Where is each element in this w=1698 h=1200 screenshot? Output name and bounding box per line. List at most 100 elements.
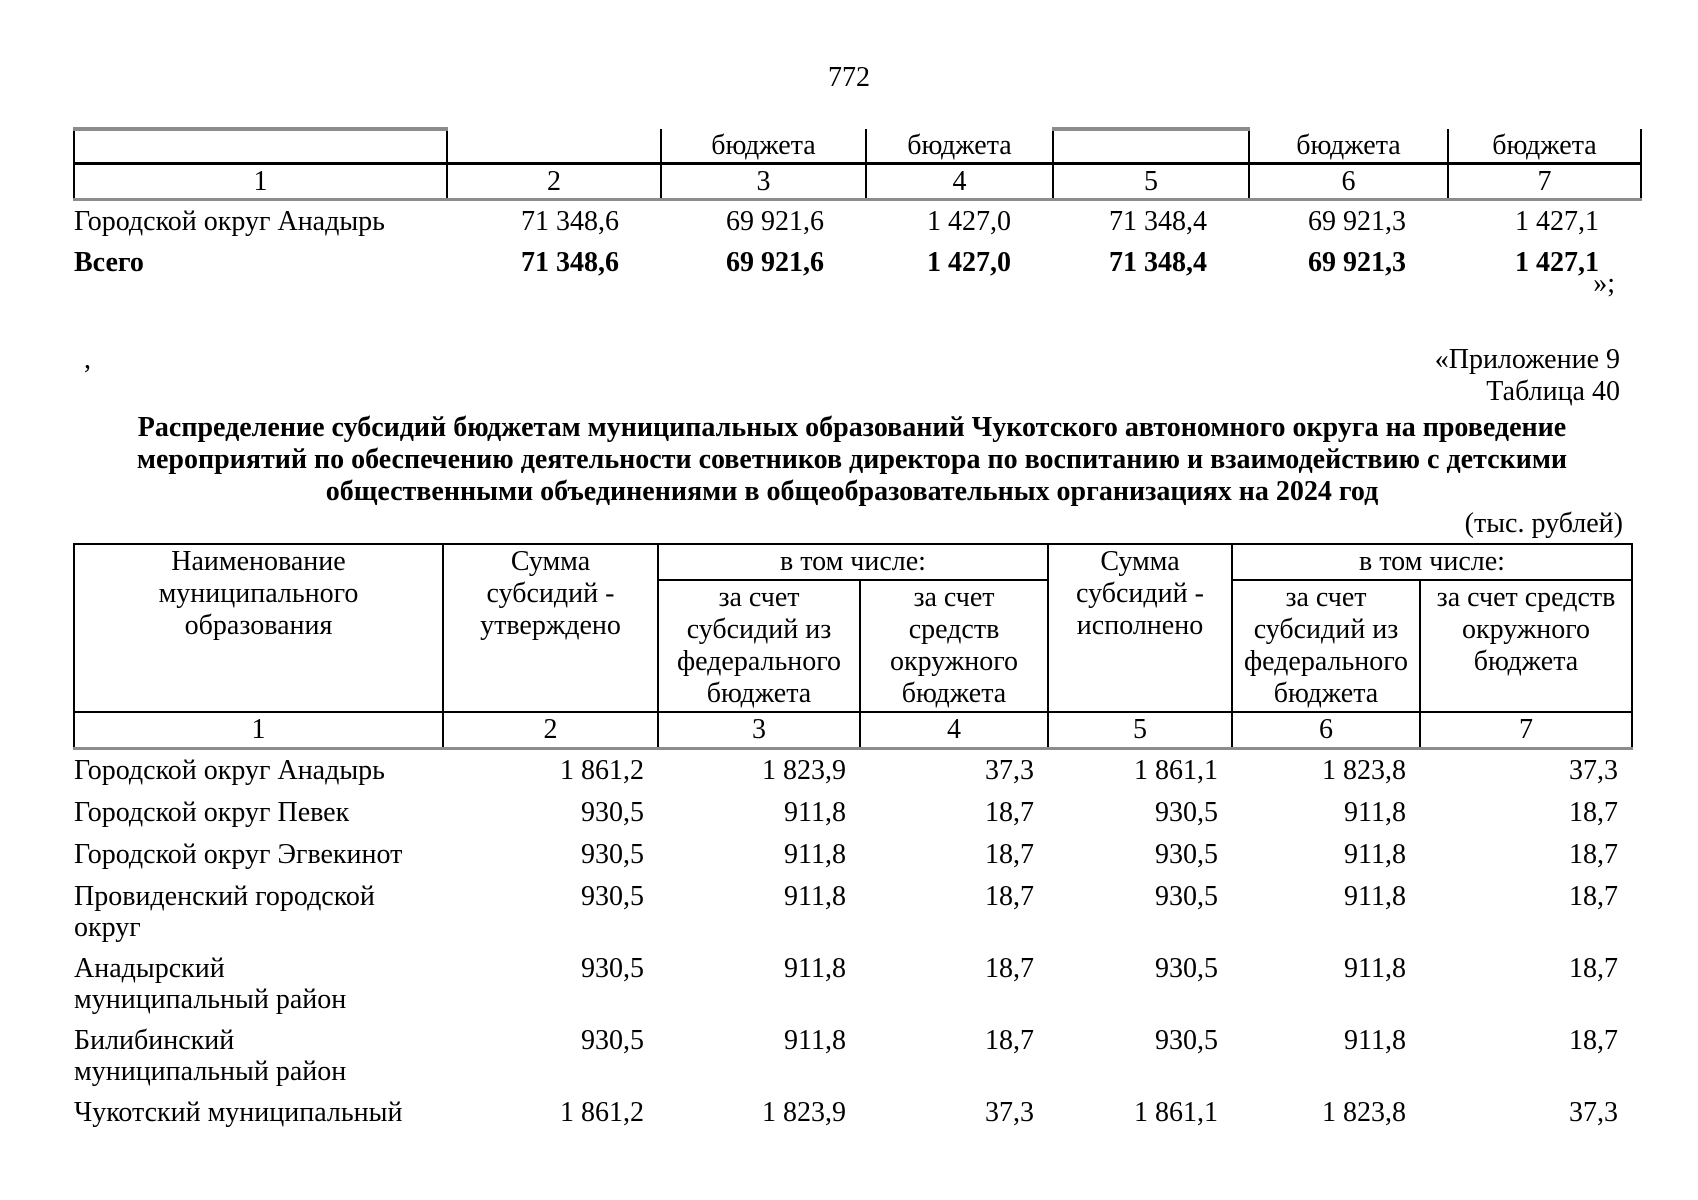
row-name: Городской округ Анадырь (74, 755, 385, 786)
cell-value: 1 861,1 (1134, 1097, 1218, 1128)
top-header-cell-2 (446, 129, 662, 165)
cell-value: 930,5 (581, 953, 644, 984)
header-including-group-2: в том числе: (1231, 543, 1633, 581)
header-municipality: Наименование муниципального образования (73, 543, 444, 713)
column-number: 5 (1052, 163, 1250, 201)
cell-value: 930,5 (581, 881, 644, 912)
cell-value: 37,3 (985, 1097, 1034, 1128)
cell-value: 930,5 (1155, 881, 1218, 912)
cell-value: 18,7 (985, 881, 1034, 912)
cell-value: 18,7 (985, 1025, 1034, 1056)
cell-value: 18,7 (985, 953, 1034, 984)
column-number: 5 (1047, 711, 1233, 750)
page-number: 772 (828, 62, 870, 93)
cell-value: 71 348,4 (1109, 247, 1207, 278)
row-name: Провиденский городской округ (74, 881, 375, 943)
top-header-cell-5 (1052, 127, 1250, 165)
top-table-column-number-row: 1 2 3 4 5 6 7 (73, 163, 1642, 201)
row-name: Билибинский муниципальный район (74, 1025, 347, 1087)
cell-value: 37,3 (985, 755, 1034, 786)
cell-value: 18,7 (1569, 797, 1618, 828)
header-federal-subsidy-approved: за счет субсидий из федерального бюджета (657, 579, 861, 713)
top-continuation-table: бюджета бюджета бюджета бюджета 1 2 3 4 … (73, 127, 1642, 283)
cell-value: 911,8 (1344, 953, 1406, 984)
main-column-number-row: 1 2 3 4 5 6 7 (73, 711, 1633, 750)
cell-value: 930,5 (581, 1025, 644, 1056)
cell-value: 911,8 (1344, 839, 1406, 870)
cell-value: 1 427,1 (1515, 247, 1599, 278)
cell-value: 930,5 (1155, 953, 1218, 984)
cell-value: 18,7 (985, 797, 1034, 828)
cell-value: 930,5 (1155, 797, 1218, 828)
cell-value: 69 921,3 (1308, 206, 1406, 237)
subsidy-distribution-table: Наименование муниципального образования … (73, 543, 1633, 1134)
cell-value: 18,7 (1569, 839, 1618, 870)
cell-value: 911,8 (784, 839, 846, 870)
top-header-cell-1 (73, 127, 448, 165)
row-name: Городской округ Певек (74, 797, 350, 828)
cell-value: 930,5 (1155, 839, 1218, 870)
cell-value: 1 861,2 (560, 1097, 644, 1128)
cell-value: 1 823,9 (762, 1097, 846, 1128)
row-name: Городской округ Анадырь (74, 206, 385, 237)
row-name: Анадырский муниципальный район (74, 953, 347, 1015)
cell-value: 69 921,6 (726, 206, 824, 237)
cell-value: 1 427,0 (927, 206, 1011, 237)
cell-value: 1 427,1 (1515, 206, 1599, 237)
table-row: Чукотский муниципальный 1 861,2 1 823,9 … (74, 1092, 1632, 1134)
cell-value: 1 823,8 (1322, 755, 1406, 786)
cell-value: 71 348,6 (521, 206, 619, 237)
cell-value: 18,7 (985, 839, 1034, 870)
column-number: 6 (1231, 711, 1421, 750)
table-row: Провиденский городской округ 930,5 911,8… (74, 876, 1632, 948)
cell-value: 37,3 (1569, 755, 1618, 786)
header-sum-executed: Сумма субсидий - исполнено (1047, 543, 1233, 713)
units-note: (тыс. рублей) (1464, 508, 1623, 539)
cell-value: 911,8 (784, 1025, 846, 1056)
column-number: 7 (1419, 711, 1633, 750)
top-header-cell-4: бюджета (865, 129, 1054, 165)
top-table-header-row: бюджета бюджета бюджета бюджета (73, 127, 1642, 165)
cell-value: 911,8 (784, 797, 846, 828)
cell-value: 911,8 (1344, 797, 1406, 828)
column-number: 2 (446, 163, 662, 201)
header-including-group-1: в том числе: (657, 543, 1049, 581)
closing-quote-mark: »; (1593, 268, 1615, 299)
header-district-funds-executed: за счет средств окружного бюджета (1419, 579, 1633, 713)
cell-value: 18,7 (1569, 1025, 1618, 1056)
column-number: 6 (1248, 163, 1449, 201)
cell-value: 37,3 (1569, 1097, 1618, 1128)
cell-value: 1 823,9 (762, 755, 846, 786)
cell-value: 911,8 (784, 881, 846, 912)
top-header-cell-6: бюджета (1248, 129, 1449, 165)
header-district-funds-approved: за счет средств окружного бюджета (859, 579, 1049, 713)
main-header-row-1: Наименование муниципального образования … (73, 543, 1633, 713)
top-header-cell-7: бюджета (1447, 129, 1642, 165)
cell-value: 930,5 (1155, 1025, 1218, 1056)
cell-value: 18,7 (1569, 953, 1618, 984)
cell-value: 930,5 (581, 797, 644, 828)
cell-value: 69 921,3 (1308, 247, 1406, 278)
cell-value: 911,8 (1344, 1025, 1406, 1056)
cell-value: 911,8 (784, 953, 846, 984)
top-header-cell-3: бюджета (660, 129, 867, 165)
column-number: 1 (73, 163, 448, 201)
table-row-total: Всего 71 348,6 69 921,6 1 427,0 71 348,4… (74, 242, 1641, 283)
table-row: Городской округ Эгвекинот 930,5 911,8 18… (74, 834, 1632, 876)
header-federal-subsidy-executed: за счет субсидий из федерального бюджета (1231, 579, 1421, 713)
column-number: 4 (859, 711, 1049, 750)
column-number: 3 (657, 711, 861, 750)
table-row: Городской округ Анадырь 1 861,2 1 823,9 … (74, 749, 1632, 793)
cell-value: 1 861,1 (1134, 755, 1218, 786)
column-number: 1 (73, 711, 444, 750)
column-number: 3 (660, 163, 867, 201)
cell-value: 71 348,4 (1109, 206, 1207, 237)
row-name: Чукотский муниципальный (74, 1097, 403, 1128)
table-row: Билибинский муниципальный район 930,5 91… (74, 1020, 1632, 1092)
header-sum-approved: Сумма субсидий - утверждено (442, 543, 659, 713)
cell-value: 71 348,6 (521, 247, 619, 278)
appendix-label: «Приложение 9 (1434, 344, 1620, 375)
cell-value: 18,7 (1569, 881, 1618, 912)
column-number: 2 (442, 711, 659, 750)
